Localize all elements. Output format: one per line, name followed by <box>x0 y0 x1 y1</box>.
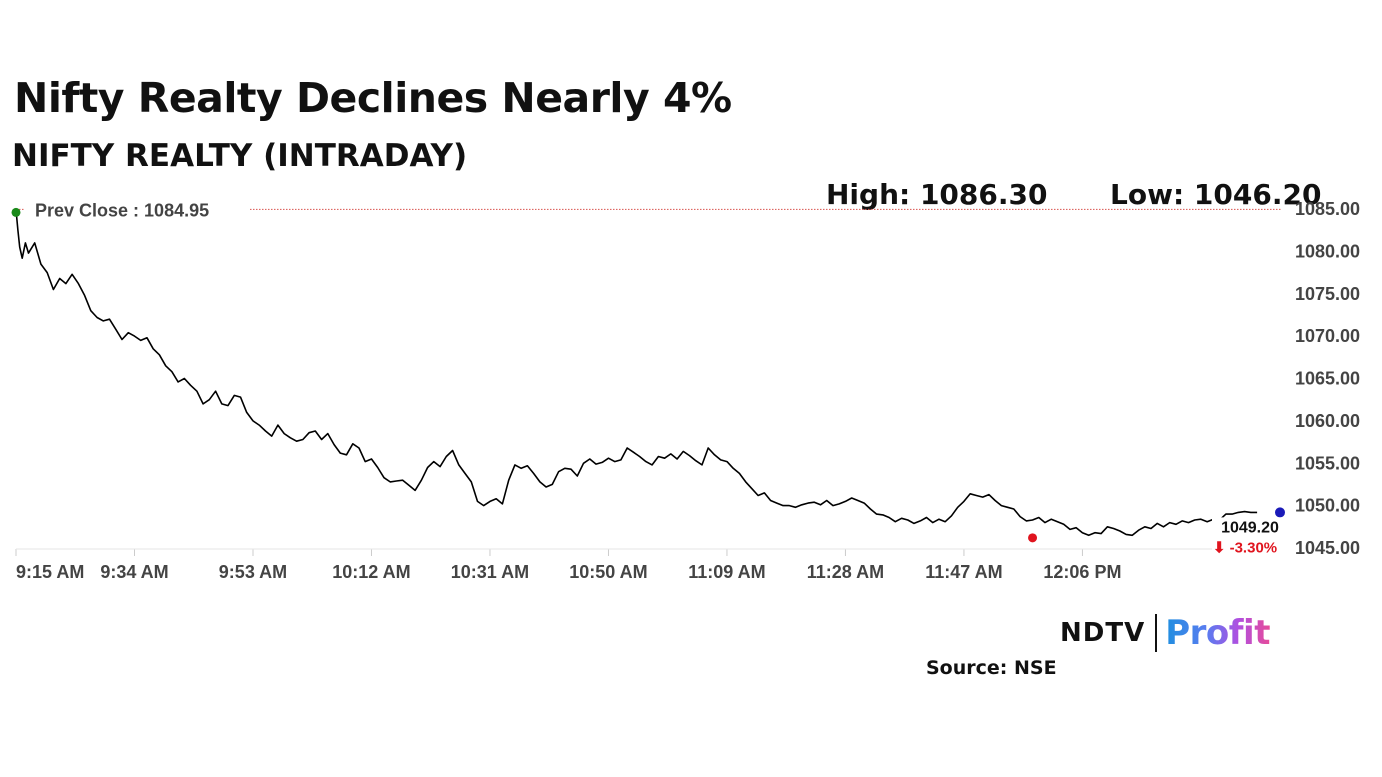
y-axis: 1045.00 1050.00 1055.00 1060.00 1065.00 1070.… <box>1295 199 1360 558</box>
ndtv-profit-logo: NDTV Profit <box>1060 612 1270 654</box>
price-series-line <box>15 209 1258 537</box>
x-tick-label: 11:09 AM <box>688 562 765 582</box>
x-tick-label: 11:47 AM <box>925 562 1002 582</box>
last-price-label-bg <box>1212 517 1284 562</box>
y-tick-label: 1055.00 <box>1295 453 1360 473</box>
prev-close-label: Prev Close : 1084.95 <box>35 200 209 220</box>
y-tick-label: 1065.00 <box>1295 369 1360 389</box>
x-axis: 9:15 AM 9:34 AM 9:53 AM 10:12 AM 10:31 AM 10:… <box>15 549 1121 582</box>
day-low-label: Low: 1046.20 <box>1110 178 1322 211</box>
last-price-label: 1049.20 <box>1221 519 1279 536</box>
y-tick-label: 1075.00 <box>1295 284 1360 304</box>
prev-close-label-bg <box>24 198 250 221</box>
day-high-label: High: 1086.30 <box>826 178 1048 211</box>
y-tick-label: 1045.00 <box>1295 538 1360 558</box>
last-price-marker <box>1275 507 1285 518</box>
price-change-label: ⬇ -3.30% <box>1213 539 1277 556</box>
y-tick-label: 1070.00 <box>1295 326 1360 346</box>
logo-divider <box>1155 614 1158 652</box>
x-tick-label: 9:34 AM <box>100 562 168 582</box>
x-tick-label: 9:53 AM <box>219 562 287 582</box>
x-tick-label: 10:31 AM <box>451 562 529 582</box>
source-note: Source: NSE <box>926 657 1057 679</box>
profit-wordmark: Profit <box>1165 613 1270 653</box>
x-tick-label: 10:50 AM <box>569 562 647 582</box>
x-tick-label: 9:15 AM <box>16 562 84 582</box>
y-tick-label: 1060.00 <box>1295 411 1360 431</box>
x-tick-label: 12:06 PM <box>1043 562 1121 582</box>
x-tick-label: 11:28 AM <box>807 562 884 582</box>
open-point-marker <box>11 207 21 217</box>
chart-subtitle: NIFTY REALTY (INTRADAY) <box>12 138 468 174</box>
y-tick-label: 1080.00 <box>1295 241 1360 261</box>
day-low-marker <box>1028 533 1038 543</box>
ndtv-wordmark: NDTV <box>1060 618 1146 648</box>
y-tick-label: 1085.00 <box>1295 199 1360 219</box>
chart-title: Nifty Realty Declines Nearly 4% <box>14 74 732 122</box>
x-tick-label: 10:12 AM <box>332 562 410 582</box>
y-tick-label: 1050.00 <box>1295 496 1360 516</box>
